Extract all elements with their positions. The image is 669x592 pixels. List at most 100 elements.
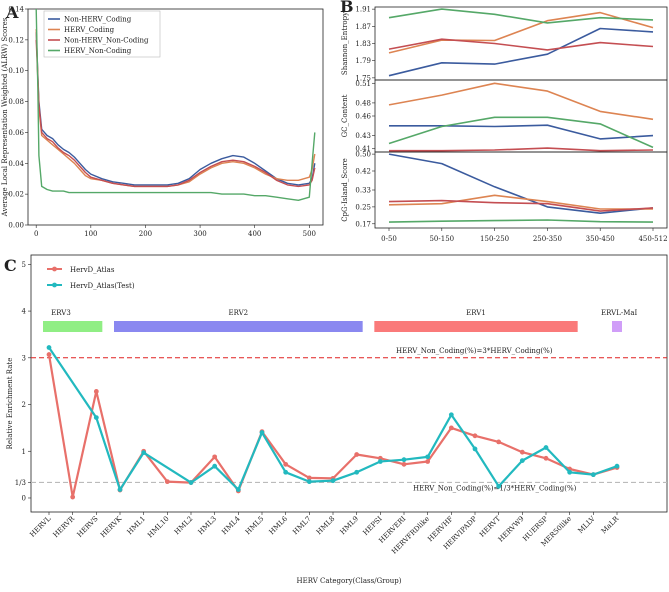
series-point	[306, 475, 312, 481]
y-tick-label: 1.79	[355, 57, 371, 65]
series-point	[212, 454, 218, 460]
y-tick-label: 0.48	[355, 99, 371, 107]
x-tick-label: HERVK	[99, 514, 124, 539]
x-tick-label: 200	[139, 230, 152, 238]
y-tick-label: 0.41	[355, 145, 371, 153]
y-tick-label: 1.83	[355, 40, 371, 48]
panel-a-frame	[27, 8, 324, 226]
y-tick-label: 1.91	[355, 6, 371, 14]
y-axis-label: CpG-Island_Score	[341, 158, 349, 222]
y-tick-label: 1/3	[15, 479, 26, 487]
y-tick-label: 0.43	[355, 132, 371, 140]
series-point	[425, 454, 431, 460]
y-tick-label: 0.50	[355, 151, 371, 159]
series-point	[401, 461, 407, 467]
reference-line-label: HERV_Non_Coding(%)=1/3*HERV_Coding(%)	[413, 484, 577, 492]
legend-label: HERV_Non-Coding	[64, 47, 132, 55]
series-point	[235, 487, 241, 492]
x-tick-label: HML7	[291, 515, 312, 536]
series-point	[46, 352, 52, 357]
series-point	[93, 415, 99, 421]
x-tick-label: HML2	[173, 515, 194, 536]
y-tick-label: 0.46	[355, 113, 371, 121]
series-point	[377, 459, 383, 464]
class-bar-label: ERV2	[229, 309, 249, 317]
legend-label: HERV_Coding	[64, 26, 115, 34]
legend-label: Non-HERV_Coding	[64, 16, 132, 24]
x-tick-label: 0-50	[381, 235, 397, 243]
series-point	[70, 494, 76, 500]
x-tick-label: HML5	[244, 515, 265, 536]
y-tick-label: 0.02	[8, 191, 24, 199]
series-line	[47, 354, 618, 499]
series-point	[188, 480, 194, 485]
y-tick-label: 0.08	[8, 98, 24, 106]
panel-b: B 1.75 1.79 1.83 1.87 1.91 Shannon_Entropy 0.41…	[340, 0, 668, 243]
series-point	[590, 472, 596, 478]
y-tick-label: 0.17	[355, 220, 371, 228]
y-tick-label: 1.75	[355, 74, 371, 82]
x-tick-label: 400	[248, 230, 261, 238]
series-point	[448, 425, 454, 431]
class-bar	[114, 321, 363, 332]
y-tick-label: 0.42	[355, 168, 371, 176]
x-tick-label: MLLV	[576, 514, 597, 535]
x-tick-label: 350-450	[586, 235, 615, 243]
panel-a-letter: A	[5, 3, 19, 22]
panel-a: A 0 100 200 300 400 500 0.00 0.02 0.04 0.06 0.08 0.1…	[1, 3, 324, 238]
legend-label: HervD_Atlas	[70, 266, 115, 274]
x-tick-label: HERVR	[52, 514, 77, 539]
x-tick-label: HERVL	[28, 515, 52, 539]
legend-marker	[52, 266, 57, 272]
x-tick-label: 300	[193, 230, 206, 238]
series-point	[354, 452, 360, 457]
series-line	[388, 11, 654, 54]
panel-b-subplot: 1.75 1.79 1.83 1.87 1.91 Shannon_Entropy	[341, 6, 668, 82]
y-axis-label: Average Local Representation Weighted (A…	[1, 17, 9, 217]
panel-b-subplot: 0.41 0.43 0.46 0.48 0.51 GC_Content	[341, 79, 668, 153]
series-point	[306, 479, 312, 485]
series-point	[543, 455, 549, 461]
series-line	[388, 194, 653, 210]
series-line	[388, 199, 654, 212]
series-point	[259, 430, 265, 435]
series-point	[212, 463, 218, 469]
y-tick-label: 4	[22, 308, 27, 316]
series-point	[164, 479, 170, 485]
x-tick-label: HML10	[146, 515, 171, 540]
subplot-frame	[374, 79, 668, 153]
series-point	[519, 449, 525, 455]
class-bar-label: ERV1	[466, 309, 486, 317]
class-bar	[374, 321, 578, 332]
series-point	[425, 459, 431, 464]
y-tick-label: 1	[22, 448, 26, 456]
series-line	[388, 27, 654, 77]
x-tick-label: HML4	[220, 514, 242, 536]
series-line	[388, 116, 654, 149]
series-line	[389, 124, 654, 140]
series-point	[117, 487, 123, 492]
legend-box	[43, 10, 161, 58]
series-point	[330, 478, 336, 484]
x-tick-label: HEPSI	[361, 515, 383, 537]
x-tick-label: HML1	[126, 515, 147, 536]
x-tick-label: 500	[303, 230, 316, 238]
series-point	[354, 469, 360, 475]
y-tick-label: 0.14	[8, 6, 24, 14]
x-tick-label: 250-350	[533, 235, 562, 243]
x-tick-label: HML8	[315, 515, 336, 536]
legend-label: HervD_Atlas(Test)	[70, 282, 135, 290]
panel-c-frame	[30, 254, 668, 513]
series-point	[519, 458, 525, 463]
y-tick-label: 3	[22, 354, 26, 362]
series-point	[614, 463, 620, 469]
class-bar	[612, 321, 622, 332]
series-point	[46, 345, 52, 350]
x-tick-label: 450-512	[638, 235, 667, 243]
x-tick-label: HERVS	[76, 515, 100, 539]
x-tick-label: MaLR	[600, 514, 621, 535]
series-line	[35, 8, 316, 201]
series-point	[93, 389, 99, 394]
